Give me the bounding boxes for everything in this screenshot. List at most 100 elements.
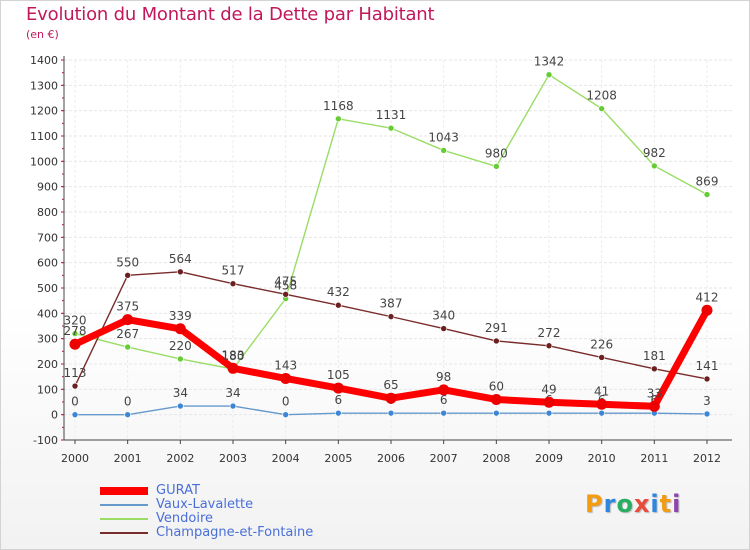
data-label: 980 (485, 146, 508, 160)
data-point (332, 382, 344, 394)
data-label: 320 (64, 314, 87, 328)
proxiti-logo: Proxiti (585, 490, 681, 518)
data-label: 982 (643, 146, 666, 160)
data-point (124, 411, 131, 418)
x-tick-label: 2003 (219, 452, 247, 465)
legend-label: Champagne-et-Fontaine (156, 525, 314, 540)
logo-letter: P (585, 490, 604, 518)
data-label: 869 (696, 175, 719, 189)
data-label: 458 (274, 279, 297, 293)
logo-letter: r (603, 490, 617, 518)
data-point (385, 392, 397, 404)
data-point (335, 409, 342, 417)
data-label: 475 (274, 274, 297, 288)
data-point (598, 409, 605, 417)
data-label: 220 (169, 339, 192, 353)
data-point (280, 372, 292, 384)
data-point (440, 147, 447, 154)
data-point (282, 411, 289, 418)
data-label: 1208 (586, 89, 617, 103)
data-label: 98 (436, 370, 451, 384)
data-label: 180 (222, 349, 245, 363)
y-tick-label: 900 (37, 181, 58, 194)
data-point (703, 375, 711, 383)
logo-letter: o (616, 490, 634, 518)
data-label: 33 (647, 386, 662, 400)
data-label: 278 (64, 324, 87, 338)
logo-letter: x (633, 490, 651, 518)
data-label: 412 (696, 290, 719, 304)
data-point (282, 291, 289, 298)
data-label: 65 (383, 378, 398, 392)
data-point (177, 355, 184, 363)
data-point (174, 323, 186, 335)
data-point (177, 268, 184, 276)
data-label: 49 (541, 382, 556, 396)
x-tick-label: 2007 (430, 452, 458, 465)
legend-swatch (100, 487, 148, 495)
data-point (124, 272, 131, 279)
data-label: 1131 (376, 108, 407, 122)
data-point (598, 105, 605, 112)
y-tick-label: 700 (37, 231, 58, 244)
data-label: 375 (116, 300, 139, 314)
y-tick-label: -100 (33, 434, 58, 447)
data-label: 1168 (323, 99, 354, 113)
data-point (545, 409, 553, 417)
data-point (387, 313, 395, 320)
data-label: 3 (703, 394, 711, 408)
y-tick-label: 300 (37, 333, 58, 346)
data-label: 143 (274, 358, 297, 372)
data-label: 41 (594, 384, 609, 398)
chart-title: Evolution du Montant de la Dette par Hab… (26, 4, 435, 25)
data-point (335, 301, 342, 309)
x-tick-label: 2006 (377, 452, 405, 465)
logo-letter: i (672, 490, 682, 518)
x-tick-label: 2001 (114, 452, 142, 465)
data-label: 141 (696, 359, 719, 373)
data-point (651, 162, 658, 170)
data-label: 339 (169, 309, 192, 323)
data-label: 181 (643, 349, 666, 363)
data-point (703, 191, 711, 198)
data-point (701, 304, 713, 316)
x-tick-label: 2011 (640, 452, 668, 465)
data-point (335, 115, 342, 123)
data-point (227, 362, 239, 374)
data-label: 6 (335, 393, 343, 407)
data-label: 0 (282, 395, 290, 409)
legend-swatch (100, 518, 148, 520)
data-label: 550 (116, 255, 139, 269)
legend-swatch (100, 504, 148, 506)
data-label: 226 (590, 337, 613, 351)
x-tick-label: 2008 (482, 452, 510, 465)
data-point (490, 393, 502, 405)
data-point (387, 409, 395, 417)
data-point (543, 396, 555, 408)
y-tick-label: 1200 (30, 105, 58, 118)
y-tick-label: 500 (37, 282, 58, 295)
x-tick-label: 2004 (272, 452, 300, 465)
data-point (71, 411, 79, 418)
legend-label: Vaux-Lavalette (156, 497, 254, 512)
data-point (387, 124, 395, 132)
legend-label: Vendoire (156, 511, 213, 526)
data-point (122, 314, 134, 326)
data-label: 291 (485, 321, 508, 335)
data-label: 1043 (428, 130, 459, 144)
data-point (229, 280, 237, 287)
legend-label: GURAT (156, 483, 200, 498)
data-label: 60 (489, 379, 504, 393)
data-label: 105 (327, 368, 350, 382)
y-tick-label: 1400 (30, 54, 58, 67)
data-label: 564 (169, 252, 192, 266)
data-point (596, 398, 608, 410)
y-tick-label: 600 (37, 257, 58, 270)
data-label: 34 (225, 386, 240, 400)
y-tick-label: 1300 (30, 79, 58, 92)
data-point (651, 365, 658, 373)
data-label: 34 (173, 386, 188, 400)
data-point (440, 409, 447, 417)
x-tick-label: 2002 (166, 452, 194, 465)
